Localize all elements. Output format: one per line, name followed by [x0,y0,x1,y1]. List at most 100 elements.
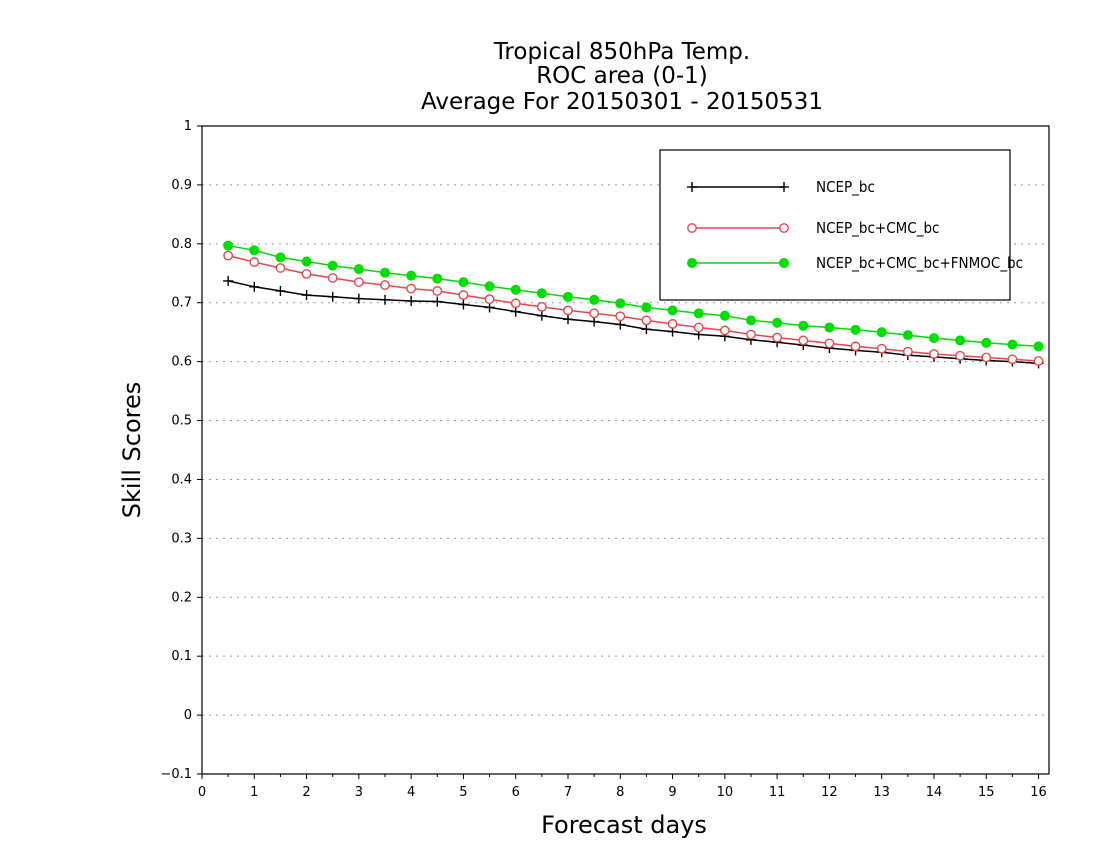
x-tick-label-4: 4 [407,785,415,800]
series-1-point-5 [353,277,364,288]
series-1-point-13 [563,305,573,316]
data-series [223,240,1044,369]
series-2-point-15 [615,298,626,309]
series-1-point-4 [327,273,338,283]
series-0-point-7 [406,295,417,306]
series-0-point-6 [379,294,390,305]
series-1-point-27 [929,349,939,359]
legend-marker-start-0 [687,182,697,192]
y-tick-label-4: 0.3 [171,531,192,546]
series-1-point-11 [510,298,521,309]
series-0-point-2 [275,285,286,296]
series-1-point-30 [1007,354,1018,365]
x-tick-label-1: 1 [250,785,258,800]
series-2-point-1 [249,245,260,256]
legend-marker-start-1 [687,223,697,233]
series-1-point-19 [719,325,730,336]
legend-marker-start-2 [687,258,697,268]
series-2-point-20 [745,315,756,326]
series-2-point-0 [223,240,234,251]
series-1-point-28 [955,350,966,361]
x-tick-label-14: 14 [926,785,943,800]
series-2-point-4 [327,260,338,271]
series-2-point-8 [432,273,443,284]
series-2-point-5 [353,264,364,275]
gridlines [202,184,1049,716]
y-tick-label-1: 0 [184,708,192,723]
x-tick-label-15: 15 [978,785,995,800]
series-2-point-31 [1033,341,1044,352]
legend-label-1: NCEP_bc+CMC_bc [816,219,939,238]
chart-title-line-2: ROC area (0-1) [536,63,708,89]
x-axis-label: Forecast days [541,811,707,839]
y-tick-label-10: 0.9 [171,178,192,193]
x-tick-label-12: 12 [821,785,838,800]
plot-frame [201,125,1050,775]
series-2-point-9 [458,277,469,288]
series-1-point-18 [693,322,704,333]
series-1 [223,250,1044,366]
series-2-point-7 [406,270,417,281]
x-tick-label-16: 16 [1030,785,1047,800]
chart-title: Tropical 850hPa Temp. ROC area (0-1) Ave… [421,39,823,115]
legend-label-0: NCEP_bc [816,178,875,197]
series-1-point-3 [301,268,312,279]
series-1-point-9 [458,290,469,300]
chart-title-line-3: Average For 20150301 - 20150531 [421,89,823,115]
series-1-point-23 [824,338,835,349]
series-0-point-3 [301,290,312,301]
series-1-point-31 [1033,356,1044,366]
series-2-point-16 [641,302,652,313]
series-2-point-27 [928,333,939,344]
x-tick-label-6: 6 [512,785,520,800]
series-1-point-2 [275,263,286,273]
y-tick-label-5: 0.4 [171,472,192,487]
series-1-point-15 [615,311,626,322]
series-0-point-10 [484,302,495,313]
series-0-point-11 [510,306,521,317]
series-2-point-19 [719,310,730,321]
series-0-point-8 [432,296,443,307]
series-2-point-24 [850,324,861,335]
legend: NCEP_bc NCEP_bc+CMC_bc NCEP_bc+CMC_bc+FNMO… [659,149,1023,301]
y-tick-label-0: −0.1 [160,767,192,782]
legend-marker-end-0 [779,182,789,192]
series-1-point-7 [406,283,417,294]
series-0-point-14 [589,316,600,327]
series-1-point-24 [850,341,861,352]
series-2 [223,240,1044,352]
y-tick-label-6: 0.5 [171,414,192,429]
x-tick-label-8: 8 [616,785,624,800]
series-1-point-14 [589,308,600,319]
series-2-point-3 [301,256,312,267]
series-1-point-21 [772,332,783,343]
series-2-point-17 [667,305,678,316]
series-1-point-17 [667,319,678,329]
y-axis-label: Skill Scores [118,382,146,519]
series-2-point-22 [798,320,809,331]
series-1-point-26 [902,346,913,357]
series-1-point-0 [223,250,234,261]
series-0-point-12 [536,310,547,321]
x-tick-label-9: 9 [668,785,676,800]
legend-box [659,149,1011,301]
series-2-point-13 [562,291,573,302]
series-0-point-1 [249,281,260,292]
series-2-point-12 [536,288,547,299]
series-0-point-16 [641,324,652,335]
y-tick-label-2: 0.1 [171,649,192,664]
series-1-point-22 [798,335,809,346]
series-0-point-0 [223,275,234,286]
series-2-point-29 [981,337,992,348]
series-2-point-28 [955,335,966,346]
series-2-point-11 [510,284,521,295]
series-2-point-21 [772,317,783,328]
y-tick-label-8: 0.7 [171,296,192,311]
series-1-point-12 [536,301,547,312]
series-1-point-8 [432,286,443,296]
series-1-point-16 [641,315,652,326]
x-tick-label-10: 10 [717,785,734,800]
series-0-point-5 [353,293,364,304]
series-0-point-9 [458,299,469,310]
